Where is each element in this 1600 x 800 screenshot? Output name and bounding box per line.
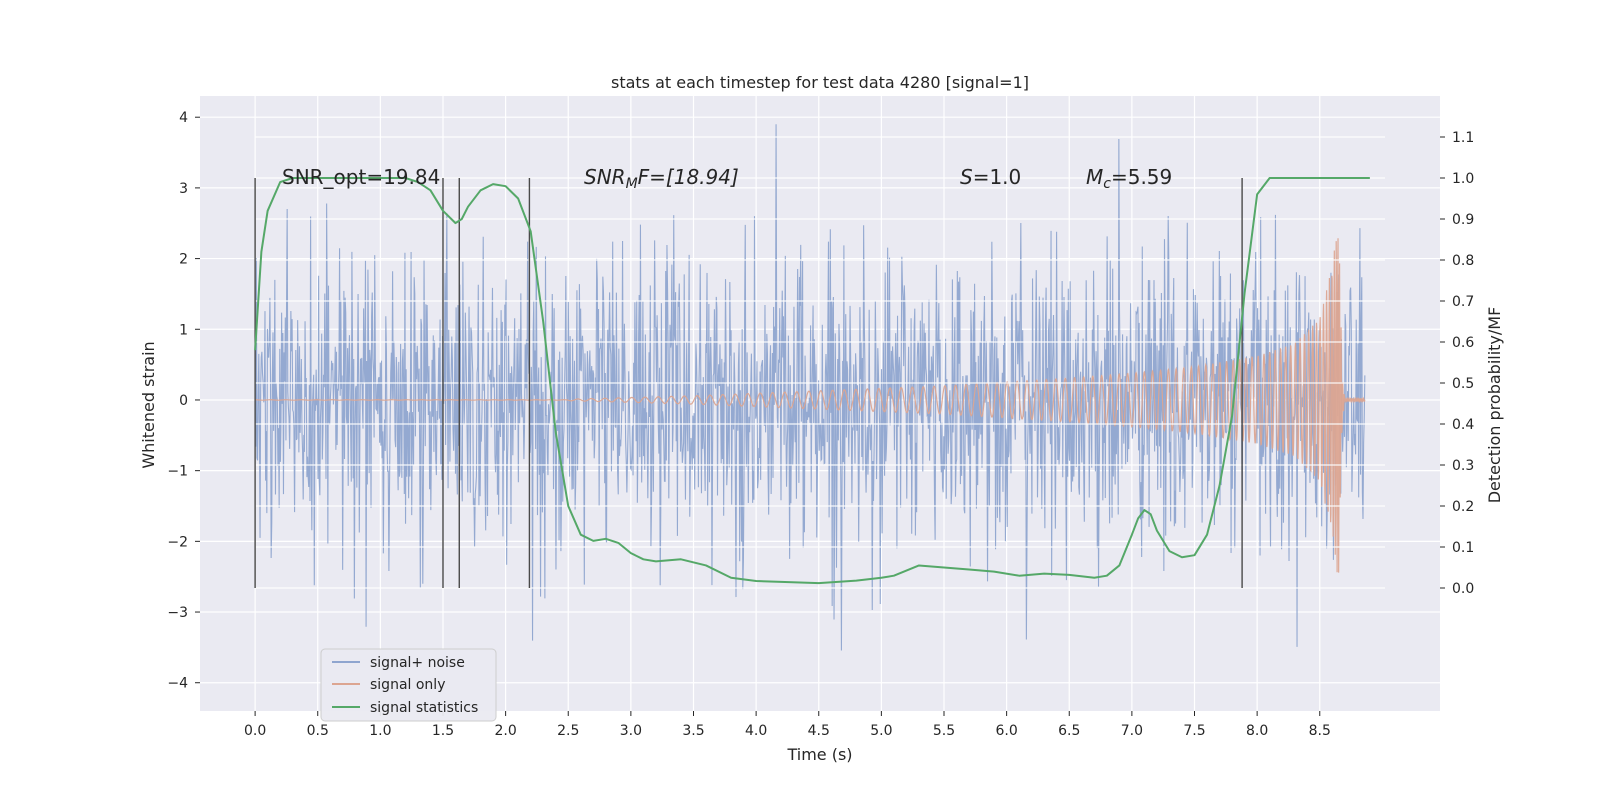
y-tick-label: 1 bbox=[179, 322, 188, 338]
vertical-markers bbox=[254, 136, 1385, 589]
x-tick-label: 8.5 bbox=[1309, 723, 1331, 739]
x-tick-label: 4.5 bbox=[808, 723, 830, 739]
y-right-tick-label: 1.0 bbox=[1452, 171, 1474, 187]
y-right-tick-label: 0.5 bbox=[1452, 376, 1474, 392]
x-tick-label: 5.5 bbox=[933, 723, 955, 739]
y-axis-label: Whitened strain bbox=[139, 341, 158, 468]
annotation-mc: Mc=5.59 bbox=[1086, 165, 1172, 192]
y-right-tick-label: 0.9 bbox=[1452, 212, 1474, 228]
y-right-tick-label: 0.3 bbox=[1452, 458, 1474, 474]
chart-title: stats at each timestep for test data 428… bbox=[611, 73, 1029, 92]
x-tick-label: 3.0 bbox=[620, 723, 642, 739]
y-tick-label: −1 bbox=[167, 464, 188, 480]
statistics-line bbox=[254, 177, 1370, 585]
legend-label-stats: signal statistics bbox=[370, 700, 478, 716]
x-axis-label: Time (s) bbox=[786, 745, 852, 764]
y-right-tick-label: 0.6 bbox=[1452, 335, 1474, 351]
legend-label-noise: signal+ noise bbox=[370, 655, 465, 671]
x-tick-label: 1.5 bbox=[432, 723, 454, 739]
x-tick-label: 4.0 bbox=[745, 723, 767, 739]
y-tick-label: 2 bbox=[179, 252, 188, 268]
y-tick-label: 3 bbox=[179, 181, 188, 197]
series-signal-only bbox=[255, 238, 1366, 573]
y-right-tick-label: 0.2 bbox=[1452, 499, 1474, 515]
signal-line bbox=[255, 238, 1366, 573]
x-tick-label: 8.0 bbox=[1246, 723, 1268, 739]
x-tick-label: 2.5 bbox=[557, 723, 579, 739]
x-tick-label: 6.0 bbox=[995, 723, 1017, 739]
annotation-snr-mf: SNRMF=[18.94] bbox=[584, 165, 739, 192]
x-tick-label: 7.5 bbox=[1183, 723, 1205, 739]
y-tick-label: 4 bbox=[179, 110, 188, 126]
y-right-tick-label: 0.1 bbox=[1452, 540, 1474, 556]
y-right-tick-label: 1.1 bbox=[1452, 130, 1474, 146]
x-tick-label: 1.0 bbox=[369, 723, 391, 739]
x-tick-label: 0.0 bbox=[244, 723, 266, 739]
y-tick-label: −3 bbox=[167, 605, 188, 621]
y-right-axis-label: Detection probability/MF bbox=[1485, 307, 1504, 504]
y-right-tick-label: 0.8 bbox=[1452, 253, 1474, 269]
legend-label-signal: signal only bbox=[370, 677, 445, 693]
series-signal-plus-noise bbox=[254, 124, 1366, 651]
axis-ticks: 0.0 0.5 1.0 1.5 2.0 2.5 3.0 3.5 4.0 4.5 5.0 5.5 6.0 6… bbox=[167, 110, 1474, 739]
x-tick-label: 6.5 bbox=[1058, 723, 1080, 739]
annotation-s: S=1.0 bbox=[960, 165, 1021, 189]
y-tick-label: −2 bbox=[167, 534, 188, 550]
y-tick-label: 0 bbox=[179, 393, 188, 409]
y-right-tick-label: 0.4 bbox=[1452, 417, 1474, 433]
x-tick-label: 5.0 bbox=[870, 723, 892, 739]
legend-box bbox=[320, 648, 497, 722]
noise-line bbox=[254, 124, 1366, 651]
series-signal-statistics bbox=[254, 177, 1370, 585]
y-right-tick-label: 0.7 bbox=[1452, 294, 1474, 310]
x-tick-label: 3.5 bbox=[682, 723, 704, 739]
x-tick-label: 7.0 bbox=[1121, 723, 1143, 739]
x-tick-label: 2.0 bbox=[494, 723, 516, 739]
y-tick-label: −4 bbox=[167, 676, 188, 692]
annotation-snr-opt: SNR_opt=19.84 bbox=[282, 165, 440, 189]
x-tick-label: 0.5 bbox=[307, 723, 329, 739]
y-right-tick-label: 0.0 bbox=[1452, 581, 1474, 597]
legend: signal+ noise signal only signal statist… bbox=[320, 648, 497, 722]
